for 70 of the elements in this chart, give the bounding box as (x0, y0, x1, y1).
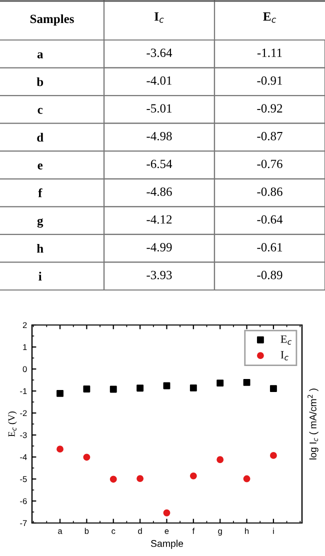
data-label: -3.64 (146, 48, 172, 58)
data-label: -0.89 (257, 270, 282, 280)
y-tick-label: h (36, 244, 44, 253)
y-tick-label: 0 (22, 366, 27, 372)
point (56, 446, 64, 453)
point (83, 386, 90, 392)
y2-axis-title: log I$_{c}$ ( mA/cm$^{2}$ ) (308, 388, 318, 460)
y-tick-label: -4 (20, 454, 27, 460)
y-tick-label: -6 (20, 498, 27, 504)
y-tick-label: -2 (20, 410, 27, 416)
y-tick-label: e (38, 163, 43, 170)
data-label: -4.98 (146, 132, 172, 140)
point (56, 390, 64, 397)
y-tick-label: g (37, 218, 44, 228)
point (83, 454, 90, 461)
data-label: -4.01 (146, 76, 172, 85)
text: Samples (30, 14, 74, 26)
y-tick-label: 1 (23, 344, 27, 350)
point (163, 509, 170, 516)
y-tick-label: c (38, 108, 43, 114)
y-tick-label: -3 (20, 432, 27, 438)
point (136, 475, 144, 482)
y-tick-label: i (38, 272, 42, 280)
point (216, 456, 224, 464)
data-label: -3.93 (146, 270, 172, 280)
point (110, 386, 117, 393)
point (136, 384, 144, 392)
data-label: -4.12 (146, 215, 172, 224)
data-label: -6.54 (146, 160, 172, 168)
y-tick-label: -5 (20, 476, 27, 482)
data-label: -0.92 (257, 104, 282, 113)
data-label: -0.76 (257, 160, 282, 168)
x-tick-label: i (273, 528, 274, 534)
y-tick-label: f (38, 188, 42, 198)
legend-label: I$_{c}$ (280, 351, 288, 360)
y-tick-label: 2 (22, 322, 27, 328)
x-tick-label: b (84, 528, 89, 534)
data-label: -5.01 (146, 104, 172, 113)
x-tick-label: f (192, 528, 195, 534)
data-label: -1.11 (257, 48, 282, 58)
y-tick-label: d (37, 132, 44, 142)
x-tick-label: e (164, 529, 169, 534)
point (270, 385, 277, 392)
y-tick-label: a (37, 52, 44, 58)
legend-label: E$_{c}$ (280, 335, 292, 345)
data-label: -0.87 (257, 132, 282, 140)
y-tick-label: -1 (20, 388, 27, 394)
data-label: -0.61 (257, 243, 282, 252)
point (216, 380, 224, 387)
data-label: -0.86 (257, 187, 282, 196)
data-label: -0.91 (257, 76, 282, 85)
data-label: -4.99 (146, 243, 172, 252)
data-label: -0.64 (257, 215, 283, 224)
point (243, 475, 250, 482)
x-tick-label: h (245, 528, 249, 534)
y-tick-label: b (36, 77, 44, 86)
x-tick-label: d (138, 528, 142, 534)
point (110, 476, 117, 483)
y-tick-label: -7 (20, 520, 27, 526)
point (270, 452, 277, 459)
point (163, 382, 170, 390)
data-label: -4.86 (146, 187, 172, 196)
x-tick-label: a (58, 529, 62, 534)
point (190, 472, 197, 480)
point (243, 378, 250, 386)
x-axis-title: Sample (150, 540, 184, 549)
x-tick-label: g (218, 529, 222, 536)
y-axis-title: E$_{c}$ (V) (8, 411, 17, 437)
x-tick-label: c (112, 529, 116, 534)
point (190, 384, 197, 392)
